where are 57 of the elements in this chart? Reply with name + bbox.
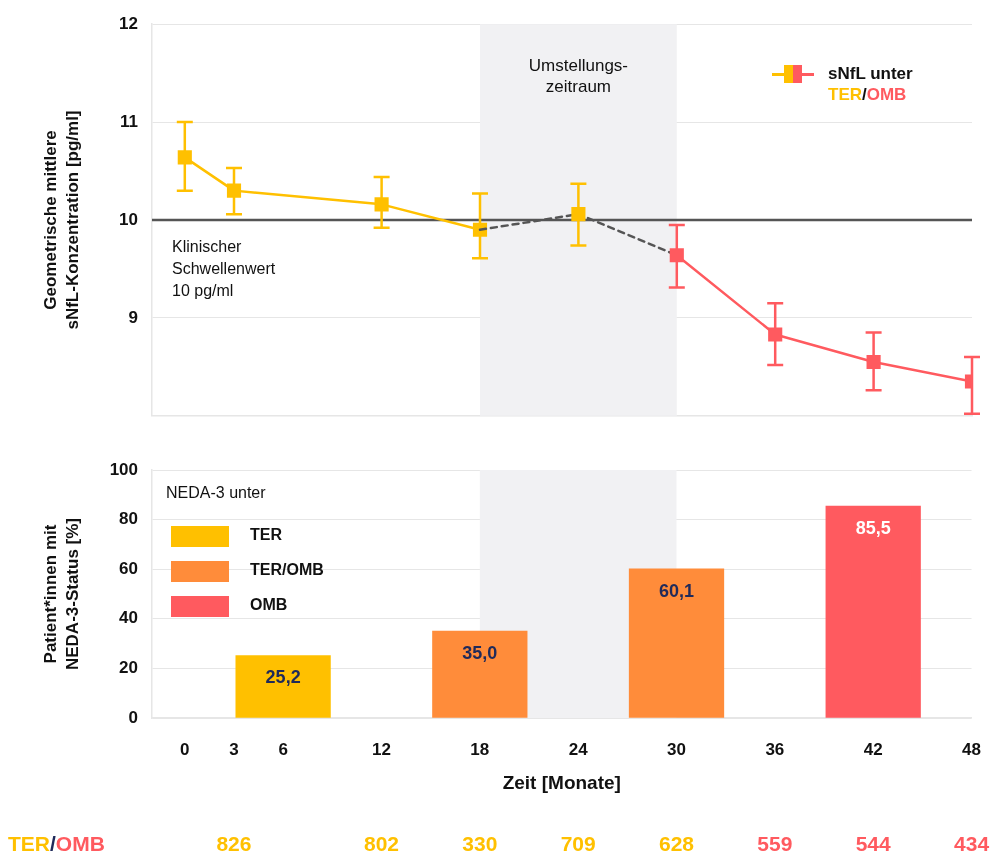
text: 434: [954, 831, 990, 855]
point: [768, 327, 783, 342]
x-tick-label: 24: [568, 739, 589, 759]
legend-label: TER: [250, 526, 283, 544]
bar: [628, 568, 725, 718]
y-tick-label: 40: [119, 608, 138, 628]
y-tick-label: 12: [119, 13, 138, 33]
bar: [825, 505, 921, 718]
text: 330: [462, 831, 498, 855]
text: TER: [828, 84, 862, 104]
text: TER/OMB: [8, 831, 105, 855]
y-tick-label: 80: [119, 509, 138, 529]
x-tick-label: 18: [470, 739, 490, 759]
y-axis-title: Patient*innen mit NEDA-3-Status [%]: [40, 517, 82, 671]
point: [177, 150, 192, 165]
bar: [235, 655, 331, 718]
x-tick-label: 6: [278, 739, 288, 759]
text: 544: [855, 831, 892, 855]
band-label: Umstellungs- zeitraum: [528, 56, 628, 97]
text: 628: [658, 831, 695, 855]
legend-label: TER/OMB: [250, 561, 324, 579]
legend-title: NEDA-3 unter: [166, 484, 267, 502]
legend-label: OMB: [250, 596, 288, 614]
point: [374, 197, 389, 212]
text: 709: [560, 831, 596, 855]
y-tick-label: 0: [128, 707, 138, 727]
y-tick-label: 9: [128, 307, 138, 327]
data-label: 85,5: [855, 517, 891, 538]
annotation: /: [862, 84, 867, 104]
x-tick-label: 36: [765, 739, 785, 759]
y-axis-title: Geometrische mittlere sNfL-Konzentration [pg/ml]: [40, 110, 82, 330]
point: [669, 248, 684, 263]
point: [226, 183, 242, 198]
bar: [432, 630, 528, 718]
legend-title: sNfL unter: [828, 63, 914, 83]
text: 826: [216, 831, 252, 855]
y-tick-label: 10: [119, 209, 138, 229]
x-tick-label: 0: [180, 739, 190, 759]
x-tick-label: 12: [372, 739, 391, 759]
y-tick-label: 11: [120, 111, 138, 131]
x-tick-label: 42: [863, 739, 883, 759]
data-label: 60,1: [658, 580, 695, 601]
y-tick-label: 100: [109, 459, 138, 479]
text: OMB: [866, 84, 907, 104]
x-tick-label: 30: [667, 739, 686, 759]
y-tick-label: 60: [119, 558, 138, 578]
ref-line-label: Klinischer Schwellenwert 10 pg/ml: [172, 238, 276, 300]
x-axis-title: Zeit [Monate]: [502, 772, 621, 794]
y-tick-label: 20: [119, 658, 138, 678]
x-tick-label: 3: [229, 739, 239, 759]
data-label: 35,0: [462, 643, 498, 664]
data-label: 25,2: [265, 667, 301, 688]
x-tick-label: 48: [962, 739, 982, 759]
text: 559: [757, 831, 793, 855]
text: 802: [363, 831, 399, 855]
point: [571, 207, 586, 222]
point: [866, 354, 881, 370]
